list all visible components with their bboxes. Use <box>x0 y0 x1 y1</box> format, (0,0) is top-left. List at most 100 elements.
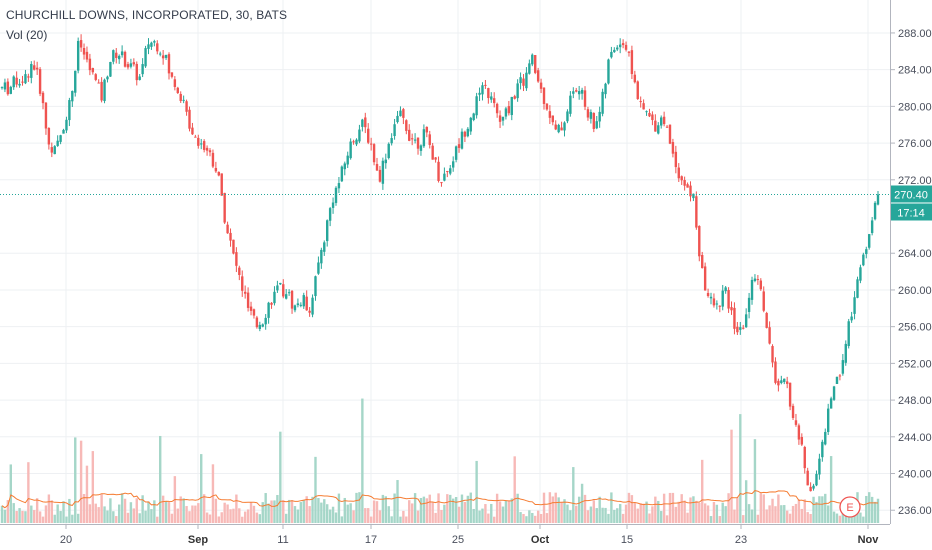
candle-body <box>208 150 212 153</box>
volume-bar <box>677 501 680 523</box>
candle-body <box>736 326 739 333</box>
candle-body <box>76 40 80 71</box>
volume-bar <box>824 493 827 523</box>
candles <box>0 34 880 492</box>
candle-body <box>413 139 417 141</box>
candle-body <box>618 44 622 48</box>
candle-body <box>112 50 115 62</box>
candle-body <box>361 119 364 127</box>
volume-bar <box>6 500 10 523</box>
candle-body <box>548 111 552 118</box>
volume-bar <box>170 513 174 523</box>
candle-body <box>604 83 607 95</box>
volume-bar <box>364 508 367 523</box>
candle-body <box>232 239 235 254</box>
volume-bar <box>724 506 727 523</box>
volume-bar <box>255 512 259 523</box>
candle-body <box>616 47 619 50</box>
volume-bar <box>355 492 358 523</box>
volume-bar <box>762 494 765 523</box>
volume-bar <box>513 456 516 523</box>
volume-bar <box>495 493 499 523</box>
volume-bar <box>607 513 610 523</box>
price-axis[interactable]: 288.00 284.00 280.00 276.00 272.00 264.00 260.… <box>890 28 932 517</box>
candle-body <box>279 282 282 285</box>
volume-bar <box>531 512 534 523</box>
candle-body <box>806 470 809 486</box>
volume-bar <box>167 501 171 523</box>
volume-indicator-label[interactable]: Vol (20) <box>6 28 48 42</box>
candle-body <box>3 82 7 90</box>
candle-body <box>534 55 537 73</box>
candle-body <box>472 113 475 121</box>
candle-body <box>109 61 112 77</box>
volume-bar <box>156 516 159 523</box>
candle-body <box>188 109 191 129</box>
volume-bar <box>258 514 262 523</box>
candle-body <box>126 64 130 68</box>
candle-body <box>572 91 575 94</box>
candle-body <box>355 139 358 145</box>
candle-body <box>821 441 824 458</box>
candle-body <box>326 220 329 242</box>
volume-bar <box>320 502 323 523</box>
volume-bar <box>624 504 628 523</box>
volume-bar <box>50 500 54 523</box>
volume-bar <box>65 516 68 523</box>
candle-body <box>100 81 103 101</box>
candle-body <box>771 346 774 363</box>
candle-body <box>777 380 780 386</box>
volume-bar <box>586 510 590 523</box>
countdown-label: 17:14 <box>897 207 925 219</box>
volume-bar <box>718 516 721 523</box>
candle-body <box>384 159 387 164</box>
volume-bar <box>3 509 7 523</box>
candle-body <box>346 155 349 165</box>
volume-bar <box>750 509 754 523</box>
volume-bar <box>176 508 179 523</box>
volume-bar <box>267 503 270 523</box>
candle-body <box>859 267 862 281</box>
candle-body <box>320 249 323 264</box>
candle-body <box>372 144 376 163</box>
candle-body <box>569 95 572 114</box>
volume-bar <box>832 511 836 523</box>
candle-body <box>504 108 508 117</box>
candle-body <box>290 290 294 309</box>
volume-bar <box>449 494 452 523</box>
volume-bar <box>282 500 285 523</box>
candle-body <box>378 169 382 182</box>
candle-body <box>282 284 285 297</box>
candle-body <box>88 58 92 71</box>
candle-body <box>419 145 423 151</box>
volume-bar <box>138 513 141 523</box>
earnings-marker[interactable]: E <box>839 496 861 518</box>
volume-bar <box>243 511 247 523</box>
volume-bar <box>689 497 692 523</box>
volume-bar <box>82 494 86 523</box>
volume-bar <box>367 508 370 523</box>
candle-body <box>431 145 434 160</box>
candle-body <box>531 54 534 65</box>
volume-bar <box>41 516 45 523</box>
volume-bar <box>164 501 168 523</box>
volume-bar <box>202 494 206 523</box>
volume-bar <box>674 506 678 523</box>
volume-bar <box>847 515 850 523</box>
time-axis[interactable]: 20 Sep 11 17 25 Oct 15 23 Nov <box>60 524 879 546</box>
candle-body <box>434 157 437 160</box>
candle-body <box>182 99 185 101</box>
volume-bar <box>337 493 341 523</box>
candle-body <box>709 296 713 299</box>
candle-body <box>577 91 581 95</box>
volume-bar <box>331 506 335 523</box>
candle-body <box>194 136 197 138</box>
volume-bar <box>715 504 719 523</box>
volume-bar <box>642 503 645 523</box>
candle-body <box>607 59 610 84</box>
volume-bar <box>416 510 420 523</box>
candle-body <box>657 125 660 134</box>
candle-body <box>498 115 502 122</box>
volume-bar <box>525 516 528 523</box>
